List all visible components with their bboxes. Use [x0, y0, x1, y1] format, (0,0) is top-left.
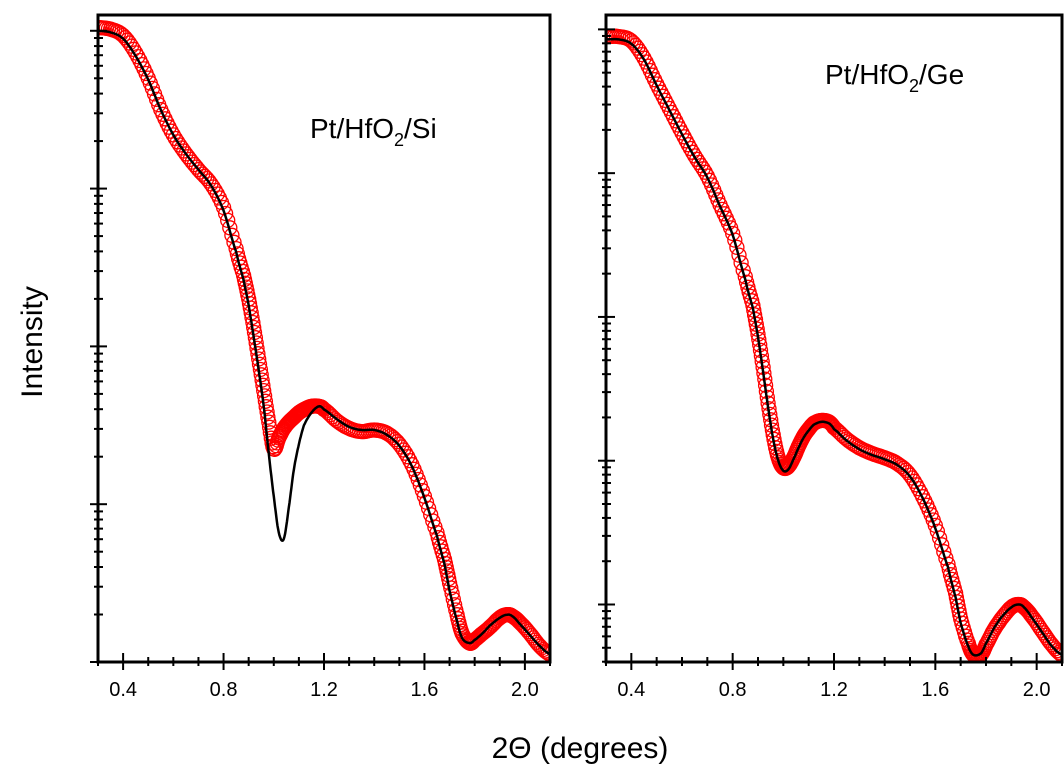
data-point: [258, 399, 274, 415]
data-point: [824, 417, 840, 433]
panel-pt-hfo2-si: Pt/HfO2/Si 0.4 0.8 1.2 1.6 2.0: [90, 13, 552, 701]
x-tick-label: 0.4: [109, 679, 137, 701]
x-tick-label: 0.8: [719, 679, 747, 701]
data-point: [259, 404, 275, 420]
data-point: [695, 161, 711, 177]
data-point: [735, 262, 751, 278]
x-ticks-si: 0.4 0.8 1.2 1.6 2.0: [97, 653, 551, 701]
data-point: [261, 414, 277, 430]
data-point: [672, 121, 688, 137]
panel-label-ge: Pt/HfO2/Ge: [825, 59, 964, 96]
data-point: [908, 477, 924, 493]
x-tick-label: 0.8: [210, 679, 238, 701]
plot-area-si: [98, 19, 550, 662]
data-point: [128, 45, 144, 61]
x-axis-title: 2Θ (degrees): [492, 732, 669, 765]
data-point: [1054, 647, 1062, 662]
x-tick-label: 1.2: [820, 679, 848, 701]
data-point: [674, 125, 690, 141]
data-point: [733, 255, 749, 271]
data-point: [400, 449, 416, 465]
x-tick-label: 1.6: [921, 679, 949, 701]
data-point: [906, 473, 922, 489]
data-point: [938, 550, 954, 566]
data-point: [207, 182, 223, 199]
data-point: [257, 393, 274, 409]
data-point: [727, 232, 743, 248]
y-axis-title: Intensity: [16, 286, 49, 398]
data-point: [657, 92, 673, 109]
y-ticks-ge: [598, 28, 615, 663]
plot-area-ge: [606, 28, 1062, 662]
data-point: [898, 462, 914, 478]
data-point: [676, 129, 692, 145]
data-point: [634, 46, 650, 63]
panel-label-si: Pt/HfO2/Si: [310, 113, 437, 150]
data-point: [130, 48, 146, 65]
data-point: [636, 50, 652, 66]
data-point: [383, 428, 399, 444]
x-ticks-ge: 0.4 0.8 1.2 1.6 2.0: [605, 653, 1063, 701]
data-point: [606, 28, 614, 45]
data-point: [209, 186, 225, 202]
data-point: [537, 643, 550, 659]
data-point: [98, 19, 106, 36]
data-point: [1021, 604, 1037, 621]
x-tick-label: 1.2: [310, 679, 338, 701]
data-point: [822, 415, 839, 431]
fit-line-ge: [606, 37, 1062, 657]
data-point: [670, 117, 686, 133]
fit-line-si: [98, 29, 550, 656]
data-point: [680, 137, 696, 153]
data-point: [1049, 643, 1062, 659]
data-point: [729, 239, 745, 256]
data-point: [539, 644, 550, 660]
data-point: [678, 133, 694, 149]
axes-frame-ge: [604, 13, 1064, 664]
x-tick-label: 2.0: [1023, 679, 1051, 701]
data-point: [910, 480, 927, 497]
data-point: [697, 164, 713, 180]
data-point: [260, 409, 276, 425]
x-tick-label: 2.0: [511, 679, 539, 701]
data-point: [256, 388, 273, 404]
data-point: [542, 646, 550, 662]
panel-pt-hfo2-ge: Pt/HfO2/Ge 0.4 0.8 1.2 1.6 2.0: [598, 13, 1064, 701]
data-point: [929, 523, 946, 540]
data-point: [263, 430, 279, 446]
data-point: [397, 445, 414, 461]
data-markers-ge: [606, 28, 1062, 662]
data-point: [661, 100, 677, 117]
x-tick-label: 0.4: [617, 679, 645, 701]
data-point: [653, 84, 669, 100]
data-point: [425, 513, 441, 529]
y-ticks-si: [90, 29, 107, 663]
data-point: [182, 151, 198, 168]
data-point: [989, 616, 1006, 633]
data-point: [725, 225, 741, 242]
x-tick-label: 1.6: [411, 679, 439, 701]
data-point: [1050, 644, 1062, 661]
